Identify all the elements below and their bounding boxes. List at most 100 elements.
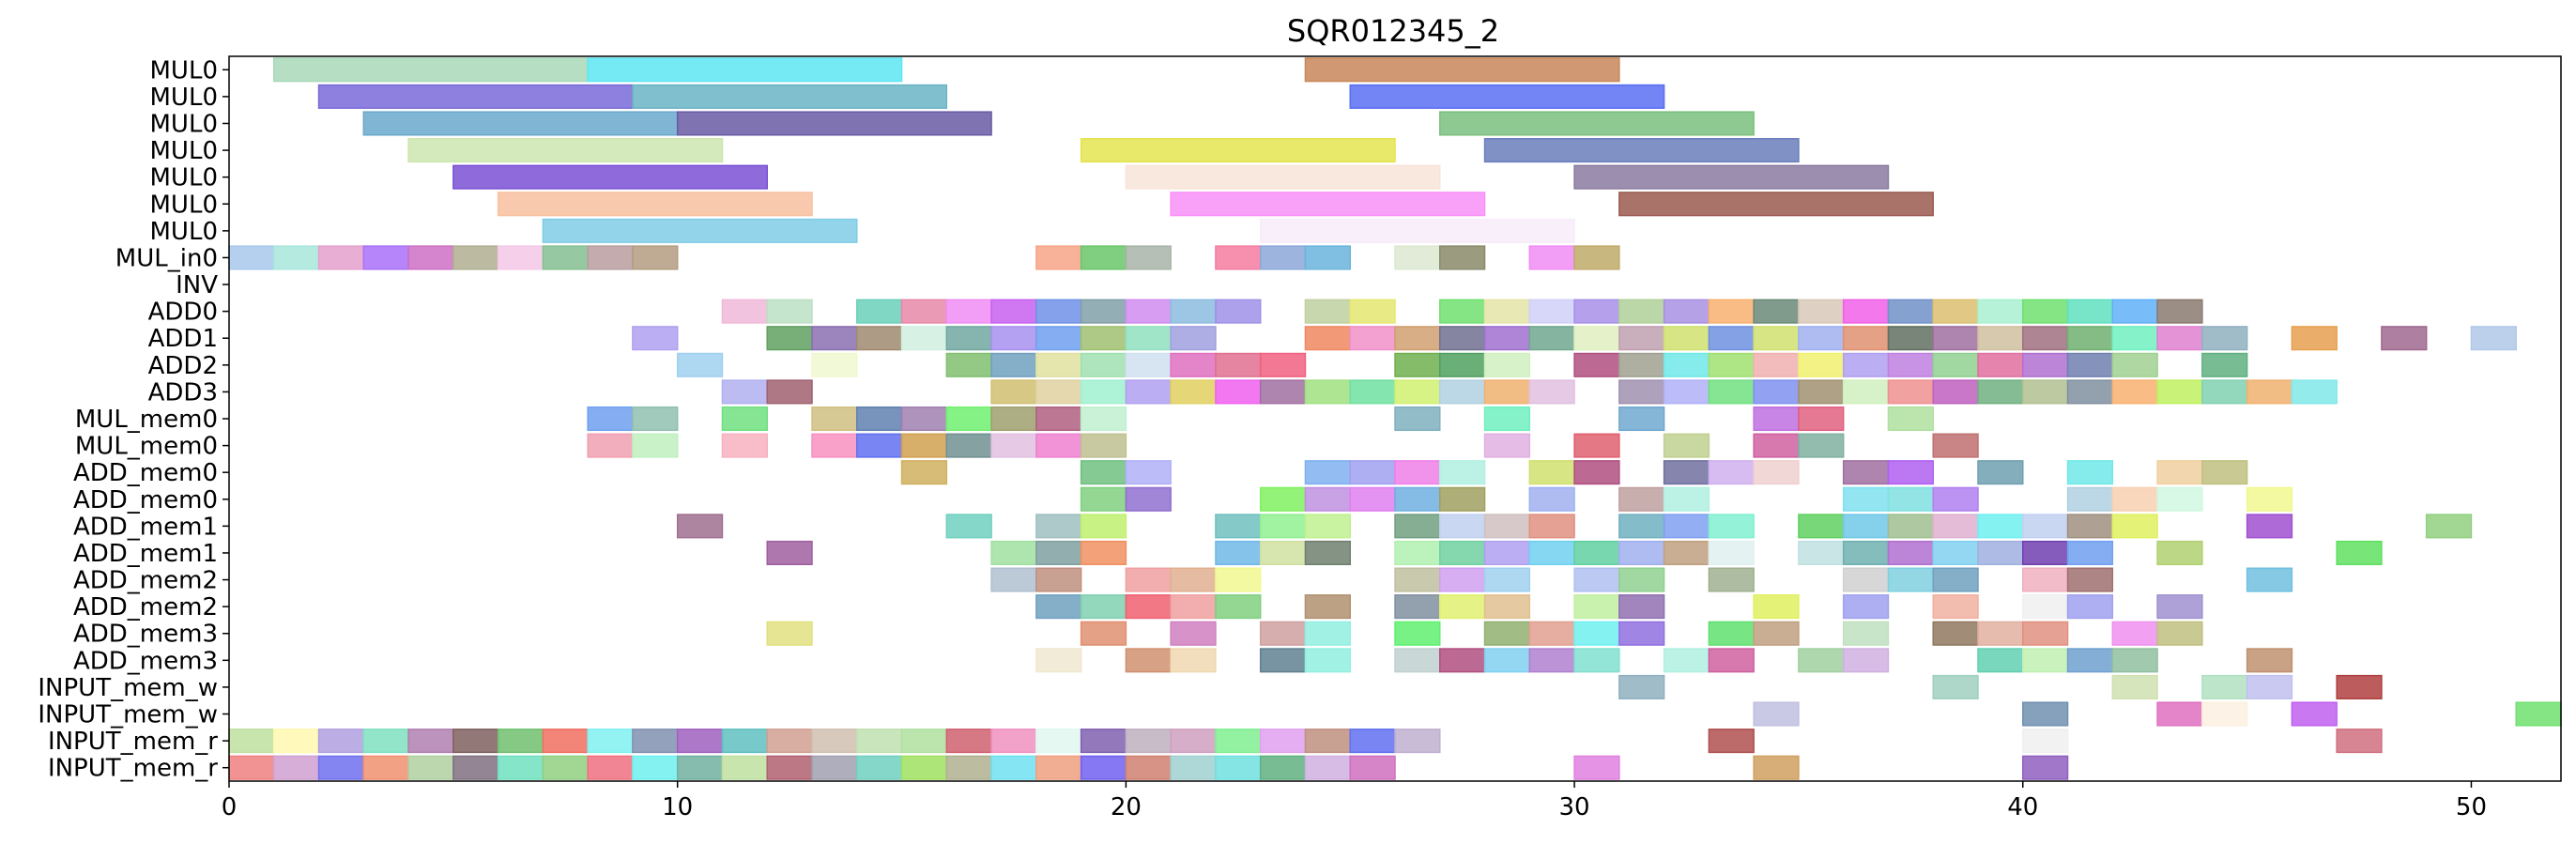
gantt-bar xyxy=(1887,567,1934,592)
gantt-bar xyxy=(945,433,992,458)
gantt-bar xyxy=(811,755,858,780)
gantt-bar xyxy=(1080,406,1127,432)
y-tick-label: ADD_mem3 xyxy=(73,621,218,649)
gantt-bar xyxy=(1932,352,1979,377)
gantt-bar xyxy=(1304,245,1351,270)
y-tick-label: INV xyxy=(176,271,218,299)
gantt-bar xyxy=(1528,460,1575,485)
gantt-bar xyxy=(1798,514,1845,539)
gantt-bar xyxy=(1618,326,1665,351)
gantt-bar xyxy=(1125,352,1172,377)
gantt-bar xyxy=(990,299,1037,324)
gantt-bar xyxy=(1708,729,1755,754)
gantt-bar xyxy=(2246,379,2293,405)
gantt-bar xyxy=(1259,379,1307,405)
gantt-bar xyxy=(1842,460,1890,485)
gantt-bar xyxy=(1394,514,1441,539)
gantt-bar xyxy=(1977,352,2024,377)
gantt-bar xyxy=(1080,379,1127,405)
gantt-bar xyxy=(1125,486,1172,512)
gantt-bar xyxy=(1932,594,1979,620)
gantt-bar xyxy=(407,755,454,780)
gantt-bar xyxy=(945,729,992,754)
gantt-bar xyxy=(1259,514,1307,539)
gantt-bar xyxy=(1439,379,1486,405)
gantt-bar xyxy=(1125,245,1172,270)
gantt-bar xyxy=(1170,567,1217,592)
gantt-bar xyxy=(1483,567,1531,592)
gantt-bar xyxy=(2111,621,2158,646)
gantt-bar xyxy=(766,299,813,324)
y-tick-label: ADD_mem2 xyxy=(73,593,218,621)
gantt-bar xyxy=(1753,621,1800,646)
gantt-bar xyxy=(632,729,679,754)
gantt-bar xyxy=(1573,594,1620,620)
gantt-bar xyxy=(990,755,1037,780)
gantt-bar xyxy=(2156,326,2203,351)
gantt-bar xyxy=(676,514,724,539)
gantt-bar xyxy=(1483,594,1531,620)
gantt-bar xyxy=(811,433,858,458)
gantt-bar xyxy=(1887,514,1934,539)
gantt-bar xyxy=(721,406,768,432)
gantt-bar xyxy=(2022,352,2069,377)
gantt-bar xyxy=(1573,326,1620,351)
gantt-bar xyxy=(1708,352,1755,377)
gantt-bar xyxy=(1439,648,1486,673)
gantt-bar xyxy=(1753,352,1800,377)
gantt-bar xyxy=(2022,755,2069,780)
gantt-bar xyxy=(945,755,992,780)
gantt-bar xyxy=(1035,755,1082,780)
gantt-bar xyxy=(1528,326,1575,351)
gantt-bar xyxy=(2156,621,2203,646)
gantt-bar xyxy=(990,352,1037,377)
gantt-bar xyxy=(1080,460,1127,485)
gantt-bar xyxy=(1259,621,1307,646)
gantt-bar xyxy=(990,326,1037,351)
gantt-bar xyxy=(1259,218,1575,243)
gantt-bar xyxy=(1483,379,1531,405)
x-tick-label: 50 xyxy=(2456,793,2487,821)
gantt-bar xyxy=(1663,540,1710,566)
gantt-bar xyxy=(1215,755,1262,780)
gantt-bar xyxy=(2066,460,2114,485)
gantt-bar xyxy=(2470,326,2517,351)
gantt-bar xyxy=(1439,326,1486,351)
gantt-bar xyxy=(1753,460,1800,485)
gantt-bar xyxy=(1573,648,1620,673)
gantt-bar xyxy=(945,299,992,324)
gantt-bar xyxy=(1394,245,1441,270)
gantt-bar xyxy=(1528,621,1575,646)
gantt-bar xyxy=(1663,433,1710,458)
gantt-bar xyxy=(990,567,1037,592)
gantt-bar xyxy=(1977,326,2024,351)
gantt-bar xyxy=(1349,486,1396,512)
gantt-bar xyxy=(2156,486,2203,512)
gantt-bar xyxy=(1259,486,1307,512)
gantt-bar xyxy=(1663,299,1710,324)
gantt-bar xyxy=(1483,433,1531,458)
gantt-bar xyxy=(452,245,499,270)
gantt-bar xyxy=(1842,567,1890,592)
gantt-bar xyxy=(1439,245,1486,270)
gantt-bar xyxy=(1573,567,1620,592)
gantt-bar xyxy=(1663,486,1710,512)
gantt-bar xyxy=(1304,648,1351,673)
gantt-bar xyxy=(1170,621,1217,646)
gantt-bar xyxy=(1349,326,1396,351)
x-tick-label: 10 xyxy=(662,793,693,821)
gantt-bar xyxy=(452,755,499,780)
gantt-bar xyxy=(2291,379,2338,405)
gantt-bar xyxy=(2066,540,2114,566)
gantt-bar xyxy=(1528,379,1575,405)
gantt-bar xyxy=(1618,299,1665,324)
gantt-bar xyxy=(632,84,948,109)
gantt-bar xyxy=(1080,138,1396,163)
gantt-bar xyxy=(900,326,948,351)
gantt-bar xyxy=(452,729,499,754)
gantt-bar xyxy=(1304,514,1351,539)
gantt-bar xyxy=(2246,486,2293,512)
gantt-bar xyxy=(1349,755,1396,780)
gantt-bar xyxy=(1573,433,1620,458)
